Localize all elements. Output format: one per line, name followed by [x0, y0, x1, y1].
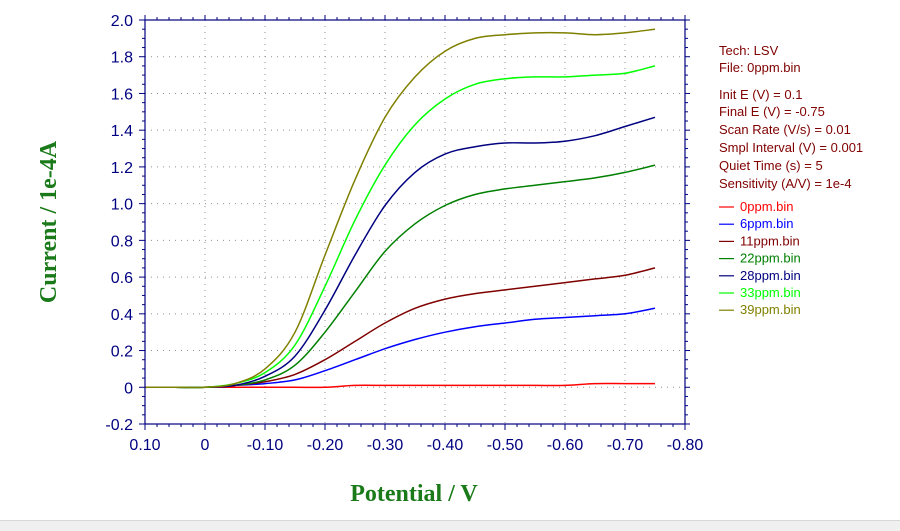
legend-entry: 39ppm.bin [740, 302, 801, 317]
x-tick-label: -0.80 [667, 437, 704, 454]
y-tick-label: -0.2 [105, 417, 133, 434]
x-axis-title: Potential / V [350, 481, 478, 507]
window-bottom-strip [0, 520, 900, 531]
legend: 0ppm.bin 6ppm.bin 11ppm.bin 22ppm.bin 28ppm.… [719, 199, 801, 317]
legend-entry: 33ppm.bin [740, 285, 801, 300]
series-line-33ppm [145, 65, 656, 389]
x-tick-label: 0 [201, 437, 210, 454]
legend-entry: 11ppm.bin [740, 233, 800, 248]
y-tick-label: 0.8 [111, 233, 133, 250]
experiment-info: Tech: LSV File: 0ppm.bin Init E (V) = 0.1 F… [719, 43, 863, 191]
x-tick-label: -0.40 [427, 437, 464, 454]
info-line: File: 0ppm.bin [719, 60, 801, 75]
plot-frame [144, 19, 686, 425]
y-tick-label: 1.0 [111, 197, 133, 214]
legend-entry: 28ppm.bin [740, 268, 801, 283]
info-line: Sensitivity (A/V) = 1e-4 [719, 176, 852, 191]
legend-entry: 6ppm.bin [740, 216, 793, 231]
series-line-6ppm [145, 307, 656, 389]
x-tick-label: -0.30 [367, 437, 404, 454]
info-line: Smpl Interval (V) = 0.001 [719, 140, 863, 155]
info-line: Tech: LSV [719, 43, 779, 58]
y-tick-label: 1.4 [111, 123, 133, 140]
y-tick-label: 0 [124, 380, 133, 397]
y-tick-label: 0.4 [111, 307, 133, 324]
axis-ticks: 0.10 0 -0.10 -0.20 -0.30 -0.40 -0.50 -0.60 -0.70… [105, 13, 703, 454]
x-tick-label: -0.50 [487, 437, 524, 454]
series-line-28ppm [145, 116, 656, 389]
y-tick-label: 2.0 [111, 13, 133, 30]
y-axis-title: Current / 1e-4A [36, 140, 62, 303]
grid [145, 20, 685, 424]
info-line: Quiet Time (s) = 5 [719, 158, 823, 173]
series-line-39ppm [145, 28, 656, 389]
x-tick-label: -0.60 [547, 437, 584, 454]
x-tick-label: -0.10 [247, 437, 284, 454]
x-tick-label: 0.10 [129, 437, 160, 454]
info-line: Final E (V) = -0.75 [719, 104, 825, 119]
lsv-chart: 0.10 0 -0.10 -0.20 -0.30 -0.40 -0.50 -0.60 -0.70… [36, 13, 863, 507]
y-tick-label: 1.8 [111, 50, 133, 67]
series-line-11ppm [145, 267, 656, 389]
info-line: Scan Rate (V/s) = 0.01 [719, 122, 851, 137]
y-tick-label: 0.2 [111, 344, 133, 361]
info-line: Init E (V) = 0.1 [719, 87, 802, 102]
legend-entry: 0ppm.bin [740, 199, 793, 214]
x-tick-label: -0.20 [307, 437, 344, 454]
y-tick-label: 0.6 [111, 270, 133, 287]
series-line-0ppm [145, 382, 655, 389]
y-tick-label: 1.6 [111, 86, 133, 103]
x-tick-label: -0.70 [607, 437, 644, 454]
series-layer [145, 28, 656, 389]
legend-entry: 22ppm.bin [740, 251, 801, 266]
y-tick-label: 1.2 [111, 160, 133, 177]
series-line-22ppm [145, 164, 656, 389]
